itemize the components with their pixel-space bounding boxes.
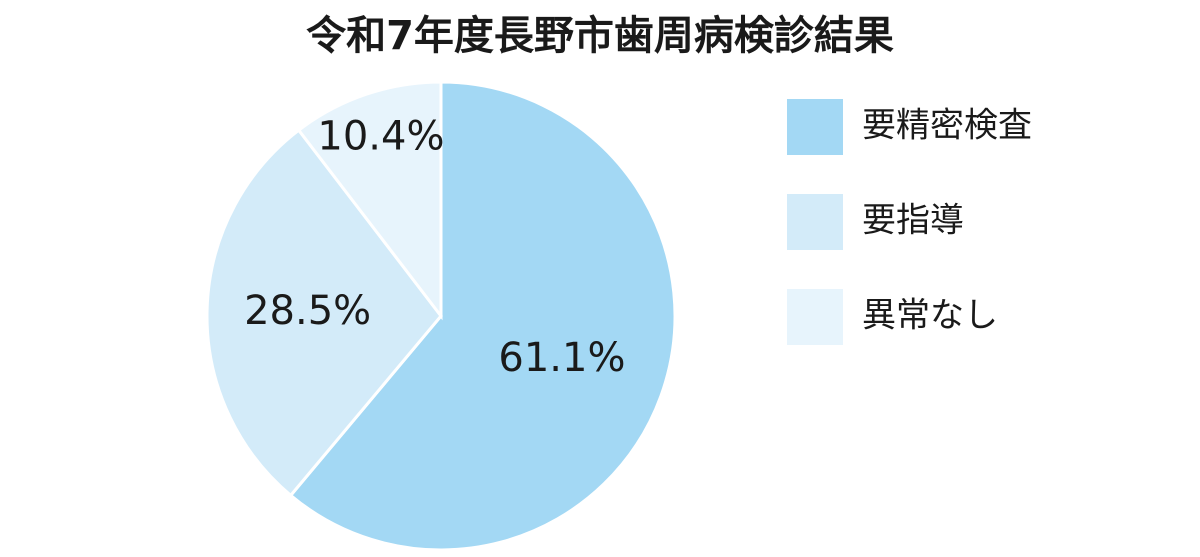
chart-title: 令和7年度長野市歯周病検診結果 [306,13,894,59]
data-label: 28.5% [244,288,371,334]
pie-slice [205,128,443,498]
legend-swatch [787,194,843,250]
pie-slice [288,80,677,552]
legend-label: 異常なし [862,296,998,336]
legend-swatch [787,99,843,155]
data-label: 61.1% [498,335,625,381]
pie-slice [296,80,443,321]
legend-label: 要指導 [862,201,964,241]
data-label: 10.4% [317,114,444,160]
legend-swatch [787,289,843,345]
legend-label: 要精密検査 [862,106,1032,146]
